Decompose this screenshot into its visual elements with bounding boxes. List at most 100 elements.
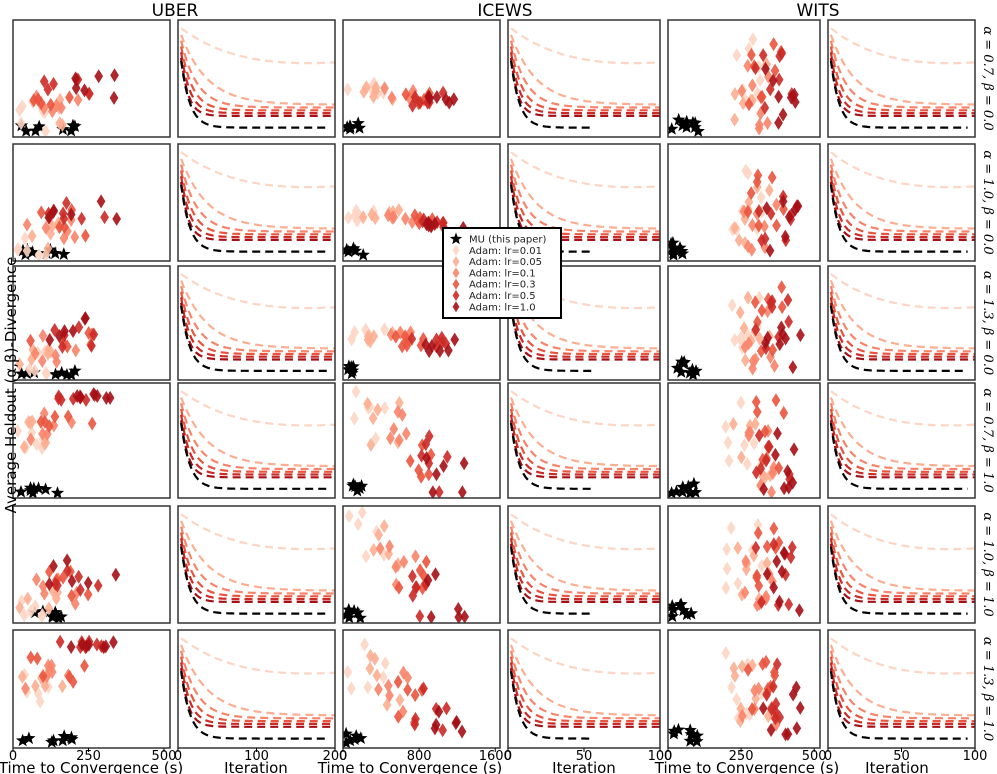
adam-point [757, 558, 767, 573]
adam-point [357, 506, 367, 520]
mu-point [683, 365, 697, 379]
mu-curve [829, 305, 968, 372]
row-label-1: α = 0.7, β = 0.0 [980, 26, 995, 130]
subplot-frame [667, 505, 821, 624]
adam-point [764, 439, 774, 454]
adam-point [63, 409, 73, 424]
adam-point [460, 609, 469, 623]
adam-point [93, 578, 103, 593]
adam-point [450, 332, 460, 347]
adam-point [452, 256, 460, 268]
adam-point [399, 554, 409, 569]
adam-point [425, 91, 435, 106]
subplot-frame [342, 143, 501, 262]
adam-point [740, 353, 750, 368]
adam-point [762, 539, 772, 554]
adam-point [795, 603, 804, 618]
adam-point [744, 194, 754, 209]
adam-point [753, 168, 763, 183]
subplot-frame [507, 19, 661, 138]
adam-point [730, 87, 740, 102]
adam-point [737, 708, 747, 723]
adam-point [779, 481, 789, 496]
mu-point [687, 476, 701, 490]
adam-point [66, 640, 76, 655]
adam-curve [180, 273, 335, 310]
adam-point [762, 201, 772, 216]
adam-point [449, 92, 459, 107]
adam-point [388, 210, 397, 225]
adam-point [434, 704, 444, 719]
subplot-frame [667, 629, 821, 749]
adam-point [50, 322, 59, 337]
subplot-marks [343, 322, 460, 380]
x-tick-label: 1600 [479, 749, 512, 764]
subplot-frame [827, 629, 976, 749]
adam-point [371, 431, 381, 446]
adam-point [775, 594, 784, 609]
subplot-frame [12, 629, 171, 749]
x-tick-label: 50 [576, 749, 593, 764]
adam-point [730, 112, 739, 127]
adam-point [385, 539, 394, 554]
x-tick-label: 0 [504, 749, 512, 764]
adam-point [764, 183, 774, 198]
x-tick-label: 0 [824, 749, 832, 764]
mu-point [28, 123, 43, 137]
adam-point [380, 656, 390, 671]
mu-point [48, 246, 62, 260]
adam-point [394, 433, 404, 448]
adam-curve [180, 543, 335, 603]
mu-point [45, 735, 59, 748]
adam-point [421, 577, 431, 592]
subplot-r3-c3 [342, 265, 501, 381]
adam-point [452, 301, 460, 313]
subplot-marks [829, 390, 975, 490]
adam-point [766, 206, 776, 221]
adam-point [394, 203, 404, 218]
adam-point [30, 598, 40, 613]
adam-point [743, 204, 753, 219]
mu-point [683, 723, 697, 736]
adam-point [87, 416, 97, 431]
adam-curve [829, 543, 975, 603]
adam-point [442, 449, 452, 464]
adam-point [444, 343, 453, 358]
adam-point [38, 328, 48, 343]
adam-point [724, 453, 734, 468]
adam-point [415, 609, 425, 623]
adam-point [418, 331, 428, 346]
adam-point [748, 32, 758, 47]
adam-point [109, 90, 119, 105]
adam-point [736, 330, 746, 345]
mu-point [19, 124, 33, 137]
mu-curve [829, 60, 968, 129]
adam-point [750, 295, 760, 310]
adam-point [760, 470, 770, 485]
subplot-r1-c3 [342, 19, 501, 138]
x-label-icews-time: Time to Convergence (s) [317, 759, 503, 774]
adam-point [457, 724, 467, 739]
subplot-frame [177, 19, 336, 138]
adam-curve [829, 164, 975, 233]
adam-point [783, 464, 792, 479]
adam-point [83, 576, 93, 591]
adam-curve [509, 403, 660, 471]
adam-point [37, 609, 47, 623]
adam-curve [509, 644, 660, 717]
mu-curve [829, 546, 968, 615]
adam-point [738, 96, 748, 111]
x-tick-label: 0 [339, 749, 347, 764]
adam-curve [509, 662, 660, 725]
mu-point [57, 729, 71, 742]
adam-curve [509, 538, 660, 601]
adam-point [414, 463, 423, 478]
adam-point [71, 343, 81, 358]
adam-point [419, 681, 428, 696]
adam-point [26, 604, 36, 619]
adam-curve [180, 285, 335, 353]
subplot-frame [12, 19, 171, 138]
adam-point [407, 215, 417, 230]
adam-point [757, 233, 766, 248]
mu-point [347, 603, 361, 617]
